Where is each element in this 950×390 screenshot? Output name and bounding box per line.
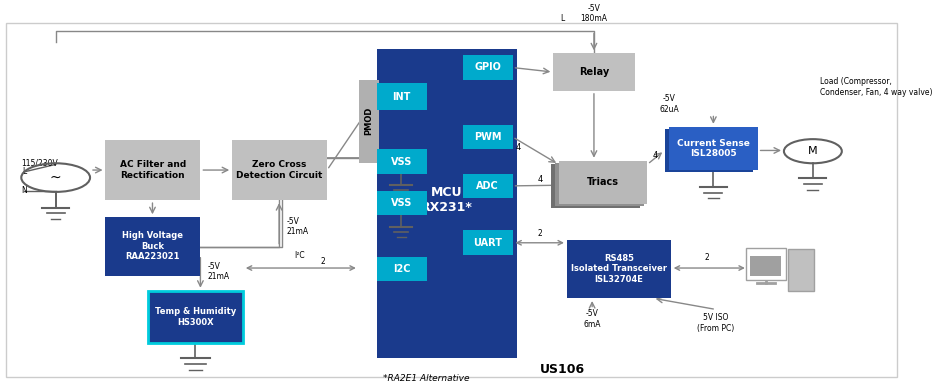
Text: RS485
Isolated Transceiver
ISL32704E: RS485 Isolated Transceiver ISL32704E xyxy=(571,254,667,284)
Text: -5V
62uA: -5V 62uA xyxy=(659,94,679,113)
Text: Load (Compressor,
Condenser, Fan, 4 way valve): Load (Compressor, Condenser, Fan, 4 way … xyxy=(820,78,933,97)
Text: I²C: I²C xyxy=(294,252,305,261)
FancyBboxPatch shape xyxy=(553,53,635,91)
Text: INT: INT xyxy=(392,92,411,101)
Text: High Voltage
Buck
RAA223021: High Voltage Buck RAA223021 xyxy=(123,231,183,261)
Text: 2: 2 xyxy=(705,254,710,262)
Text: AC Filter and
Rectification: AC Filter and Rectification xyxy=(120,160,186,180)
FancyBboxPatch shape xyxy=(788,249,814,291)
FancyBboxPatch shape xyxy=(555,163,644,206)
Text: 115/230V: 115/230V xyxy=(21,158,58,167)
FancyBboxPatch shape xyxy=(377,149,427,174)
Text: UART: UART xyxy=(473,238,503,248)
FancyBboxPatch shape xyxy=(669,127,758,170)
Text: M: M xyxy=(808,146,818,156)
FancyBboxPatch shape xyxy=(750,255,781,277)
Text: Relay: Relay xyxy=(579,67,609,77)
FancyBboxPatch shape xyxy=(463,174,513,198)
FancyBboxPatch shape xyxy=(377,50,517,358)
FancyBboxPatch shape xyxy=(105,217,200,276)
FancyBboxPatch shape xyxy=(377,257,427,281)
Text: -5V
21mA: -5V 21mA xyxy=(208,262,230,282)
Text: -5V
180mA: -5V 180mA xyxy=(580,4,607,23)
FancyBboxPatch shape xyxy=(377,191,427,215)
Text: VSS: VSS xyxy=(391,198,412,208)
Text: 4: 4 xyxy=(515,143,521,152)
Text: -5V
6mA: -5V 6mA xyxy=(583,310,601,329)
FancyBboxPatch shape xyxy=(377,83,427,110)
FancyBboxPatch shape xyxy=(551,165,640,208)
Text: 2: 2 xyxy=(538,229,542,238)
Text: L: L xyxy=(560,14,564,23)
Text: PWM: PWM xyxy=(474,132,502,142)
Text: N: N xyxy=(21,186,27,195)
FancyBboxPatch shape xyxy=(463,125,513,149)
FancyBboxPatch shape xyxy=(463,55,513,80)
FancyBboxPatch shape xyxy=(463,230,513,255)
Text: L: L xyxy=(22,167,27,176)
Text: Triacs: Triacs xyxy=(587,177,619,187)
FancyBboxPatch shape xyxy=(359,80,379,163)
FancyBboxPatch shape xyxy=(105,140,200,200)
Text: Temp & Humidity
HS300X: Temp & Humidity HS300X xyxy=(155,307,236,327)
Text: ADC: ADC xyxy=(476,181,499,191)
Text: I2C: I2C xyxy=(393,264,410,274)
FancyBboxPatch shape xyxy=(567,240,671,298)
Text: 2: 2 xyxy=(320,257,325,266)
Text: *RA2E1 Alternative: *RA2E1 Alternative xyxy=(384,374,470,383)
Text: ~: ~ xyxy=(49,170,62,184)
Text: VSS: VSS xyxy=(391,156,412,167)
Text: Zero Cross
Detection Circuit: Zero Cross Detection Circuit xyxy=(237,160,323,180)
FancyBboxPatch shape xyxy=(232,140,327,200)
Text: GPIO: GPIO xyxy=(474,62,501,73)
Text: US106: US106 xyxy=(540,363,585,376)
Text: PMOD: PMOD xyxy=(364,107,373,135)
Text: Current Sense
ISL28005: Current Sense ISL28005 xyxy=(677,139,750,158)
FancyBboxPatch shape xyxy=(148,291,243,343)
Text: 5V ISO
(From PC): 5V ISO (From PC) xyxy=(697,313,734,333)
Text: MCU
RX231*: MCU RX231* xyxy=(421,186,472,214)
Text: -5V
21mA: -5V 21mA xyxy=(286,217,309,236)
FancyBboxPatch shape xyxy=(664,129,753,172)
FancyBboxPatch shape xyxy=(559,161,647,204)
Text: 4: 4 xyxy=(653,151,658,160)
Text: 4: 4 xyxy=(538,176,543,184)
FancyBboxPatch shape xyxy=(746,248,786,280)
